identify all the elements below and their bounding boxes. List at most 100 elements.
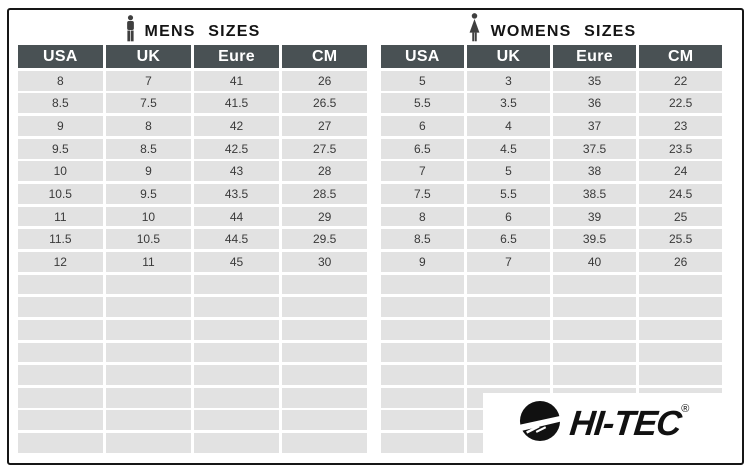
empty-cell xyxy=(194,410,279,431)
size-cell: 25.5 xyxy=(639,229,722,250)
empty-cell xyxy=(553,297,636,318)
size-cell: 5.5 xyxy=(381,93,464,114)
size-cell: 5 xyxy=(381,70,464,91)
size-cell: 29.5 xyxy=(282,229,367,250)
size-cell: 45 xyxy=(194,251,279,272)
womens-title-label: WOMENS SIZES xyxy=(490,23,637,40)
size-cell: 6.5 xyxy=(381,138,464,159)
empty-cell xyxy=(381,365,464,385)
size-cell: 8.5 xyxy=(381,229,464,250)
empty-cell xyxy=(106,433,191,453)
empty-cell xyxy=(282,410,367,431)
size-cell: 11.5 xyxy=(18,229,103,250)
womens-size-table: USA UK Eure CM 5 3 35 22 5.5 3.5 36 22.5 6 4 37 23 6.5 4.… xyxy=(381,45,722,453)
size-cell: 8 xyxy=(381,206,464,227)
size-cell: 27.5 xyxy=(282,138,367,159)
empty-cell xyxy=(106,274,191,295)
empty-cell xyxy=(639,319,722,340)
size-cell: 27 xyxy=(282,116,367,136)
column-header: Eure xyxy=(194,45,279,68)
size-cell: 10 xyxy=(106,206,191,227)
empty-cell xyxy=(282,319,367,340)
size-cell: 10.5 xyxy=(18,184,103,204)
empty-cell xyxy=(381,274,464,295)
size-cell: 38 xyxy=(553,161,636,182)
size-cell: 8.5 xyxy=(106,138,191,159)
empty-cell xyxy=(381,342,464,363)
hitec-logo: HI-TEC ® xyxy=(483,393,725,453)
size-cell: 9.5 xyxy=(18,138,103,159)
empty-cell xyxy=(467,342,550,363)
size-cell: 36 xyxy=(553,93,636,114)
size-cell: 28 xyxy=(282,161,367,182)
column-header: CM xyxy=(639,45,722,68)
empty-cell xyxy=(106,387,191,408)
empty-cell xyxy=(106,410,191,431)
empty-cell xyxy=(381,387,464,408)
size-cell: 23.5 xyxy=(639,138,722,159)
size-cell: 6 xyxy=(467,206,550,227)
size-cell: 43.5 xyxy=(194,184,279,204)
empty-cell xyxy=(639,297,722,318)
size-cell: 38.5 xyxy=(553,184,636,204)
size-cell: 40 xyxy=(553,251,636,272)
mens-size-table: USA UK Eure CM 8 7 41 26 8.5 7.5 41.5 26.5 9 8 42 27 9.5… xyxy=(18,45,367,453)
size-cell: 4 xyxy=(467,116,550,136)
empty-cell xyxy=(194,365,279,385)
column-header: Eure xyxy=(553,45,636,68)
man-icon xyxy=(125,15,136,42)
empty-cell xyxy=(282,387,367,408)
size-cell: 9.5 xyxy=(106,184,191,204)
size-cell: 9 xyxy=(381,251,464,272)
size-cell: 30 xyxy=(282,251,367,272)
empty-cell xyxy=(18,297,103,318)
size-cell: 39 xyxy=(553,206,636,227)
hitec-brand: HI-TEC ® xyxy=(568,403,690,443)
size-cell: 10.5 xyxy=(106,229,191,250)
size-cell: 11 xyxy=(106,251,191,272)
size-cell: 26 xyxy=(282,70,367,91)
size-cell: 42 xyxy=(194,116,279,136)
empty-cell xyxy=(639,274,722,295)
size-cell: 3.5 xyxy=(467,93,550,114)
size-cell: 26 xyxy=(639,251,722,272)
empty-cell xyxy=(282,365,367,385)
empty-cell xyxy=(194,274,279,295)
size-cell: 26.5 xyxy=(282,93,367,114)
size-cell: 37 xyxy=(553,116,636,136)
empty-cell xyxy=(282,342,367,363)
size-cell: 7 xyxy=(467,251,550,272)
woman-icon xyxy=(467,13,482,42)
size-cell: 7 xyxy=(381,161,464,182)
empty-cell xyxy=(18,433,103,453)
size-cell: 3 xyxy=(467,70,550,91)
size-cell: 6.5 xyxy=(467,229,550,250)
mens-table-title: MENS SIZES xyxy=(18,14,367,42)
size-cell: 43 xyxy=(194,161,279,182)
empty-cell xyxy=(553,365,636,385)
empty-cell xyxy=(467,274,550,295)
empty-cell xyxy=(18,342,103,363)
size-cell: 25 xyxy=(639,206,722,227)
size-cell: 24.5 xyxy=(639,184,722,204)
empty-cell xyxy=(18,387,103,408)
empty-cell xyxy=(639,365,722,385)
empty-cell xyxy=(194,297,279,318)
size-cell: 37.5 xyxy=(553,138,636,159)
empty-cell xyxy=(282,274,367,295)
empty-cell xyxy=(18,410,103,431)
empty-cell xyxy=(467,319,550,340)
empty-cell xyxy=(467,365,550,385)
size-cell: 41 xyxy=(194,70,279,91)
empty-cell xyxy=(282,433,367,453)
empty-cell xyxy=(381,433,464,453)
empty-cell xyxy=(194,319,279,340)
empty-cell xyxy=(106,297,191,318)
empty-cell xyxy=(194,387,279,408)
empty-cell xyxy=(639,342,722,363)
empty-cell xyxy=(381,319,464,340)
size-cell: 12 xyxy=(18,251,103,272)
empty-cell xyxy=(106,342,191,363)
size-cell: 6 xyxy=(381,116,464,136)
